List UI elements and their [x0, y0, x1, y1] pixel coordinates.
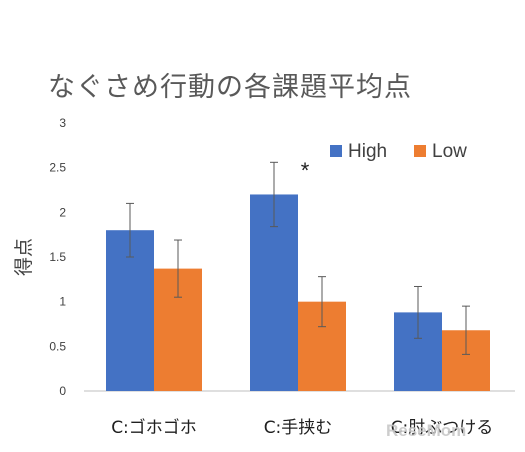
x-tick-label: C:手挟む [264, 418, 333, 438]
bar-high-1 [250, 194, 298, 391]
watermark-logo: ReseMom [386, 421, 466, 440]
error-bars [126, 161, 470, 355]
bar-marks [106, 194, 490, 391]
y-tick-label: 2 [59, 205, 66, 219]
x-tick-label: C:肘ぶつける [391, 418, 494, 438]
y-axis-ticks: 0 0.5 1 1.5 2 2.5 3 [49, 116, 66, 398]
y-tick-label: 2.5 [49, 161, 66, 175]
y-tick-label: 1.5 [49, 250, 66, 264]
legend: High Low [330, 141, 467, 162]
annotations: * [301, 158, 310, 183]
legend-swatch-low [414, 145, 426, 157]
legend-swatch-high [330, 145, 342, 157]
x-axis-ticks: C:ゴホゴホ C:手挟む C:肘ぶつける [111, 417, 493, 438]
y-tick-label: 0 [59, 384, 66, 398]
legend-label-low: Low [432, 141, 467, 162]
y-tick-label: 0.5 [49, 339, 66, 353]
legend-label-high: High [348, 141, 387, 162]
y-axis-label: 得点 [13, 238, 35, 276]
x-tick-label: C:ゴホゴホ [111, 417, 197, 438]
significance-asterisk: * [301, 158, 310, 183]
y-tick-label: 3 [59, 116, 66, 130]
chart-title: なぐさめ行動の各課題平均点 [48, 72, 412, 103]
y-tick-label: 1 [59, 295, 66, 309]
